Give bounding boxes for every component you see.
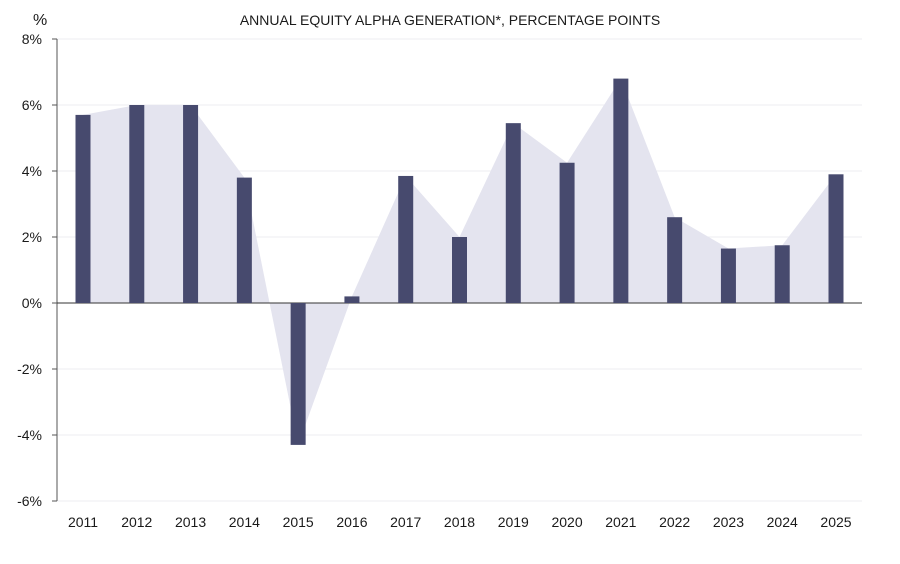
bar-2013 xyxy=(183,105,199,303)
x-tick-label: 2013 xyxy=(175,514,206,530)
y-tick-label: 6% xyxy=(22,97,42,113)
y-tick-label: 0% xyxy=(22,295,42,311)
bar-2022 xyxy=(667,217,683,303)
y-tick-label: 8% xyxy=(22,31,42,47)
x-tick-label: 2025 xyxy=(820,514,851,530)
x-tick-label: 2023 xyxy=(713,514,744,530)
x-tick-label: 2022 xyxy=(659,514,690,530)
bar-2014 xyxy=(236,177,252,303)
bar-2018 xyxy=(452,237,467,303)
chart-title: ANNUAL EQUITY ALPHA GENERATION*, PERCENT… xyxy=(240,12,660,28)
x-tick-labels: 2011 2012 2013 2014 2015 2016 2017 2018 2019 2020… xyxy=(68,514,852,530)
bar-2016 xyxy=(344,296,360,303)
x-tick-label: 2018 xyxy=(444,514,475,530)
x-tick-label: 2019 xyxy=(498,514,529,530)
bar-2015 xyxy=(290,303,306,445)
bar-2017 xyxy=(398,175,414,303)
y-tick-label: -2% xyxy=(17,361,42,377)
bar-2011 xyxy=(75,114,91,304)
x-tick-label: 2012 xyxy=(121,514,152,530)
bar-2025 xyxy=(828,174,844,303)
y-tick-label: 4% xyxy=(22,163,42,179)
bar-2012 xyxy=(129,105,145,303)
y-axis-unit-label: % xyxy=(33,12,47,29)
x-tick-label: 2011 xyxy=(68,514,98,530)
x-tick-label: 2021 xyxy=(605,514,636,530)
x-tick-label: 2017 xyxy=(390,514,421,530)
bar-2019 xyxy=(505,123,521,304)
x-tick-label: 2015 xyxy=(283,514,314,530)
bar-2020 xyxy=(559,162,575,303)
x-tick-label: 2024 xyxy=(767,514,798,530)
y-tick-label: -4% xyxy=(17,427,42,443)
bar-2021 xyxy=(613,78,629,303)
x-tick-label: 2016 xyxy=(336,514,367,530)
bar-2023 xyxy=(720,248,736,303)
x-tick-label: 2014 xyxy=(229,514,260,530)
y-tick-labels: 8% 6% 4% 2% 0% -2% -4% -6% xyxy=(17,31,42,509)
bar-2024 xyxy=(774,245,790,303)
y-tick-label: -6% xyxy=(17,493,42,509)
x-tick-label: 2020 xyxy=(551,514,582,530)
bar-layer xyxy=(75,78,844,445)
y-tick-label: 2% xyxy=(22,229,42,245)
